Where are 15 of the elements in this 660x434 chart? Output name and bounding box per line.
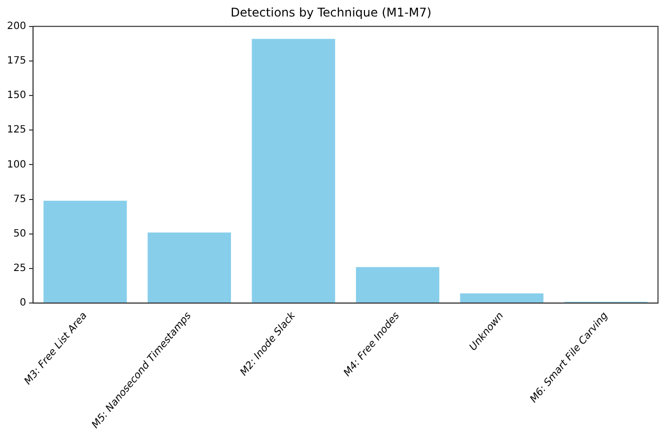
y-tick-label: 125	[6, 124, 26, 136]
bar	[356, 267, 440, 303]
bar	[252, 38, 336, 303]
y-tick-label: 0	[20, 298, 26, 309]
chart-title: Detections by Technique (M1-M7)	[230, 5, 432, 20]
y-tick-label: 25	[13, 263, 26, 274]
y-tick-label: 150	[6, 90, 26, 102]
bar	[148, 232, 231, 303]
bar	[44, 200, 127, 303]
bar	[460, 293, 544, 303]
y-tick-label: 100	[6, 159, 26, 170]
y-tick-label: 75	[13, 194, 26, 205]
y-tick-label: 50	[13, 228, 26, 240]
y-tick-label: 175	[6, 56, 26, 67]
y-tick-label: 200	[6, 20, 26, 32]
